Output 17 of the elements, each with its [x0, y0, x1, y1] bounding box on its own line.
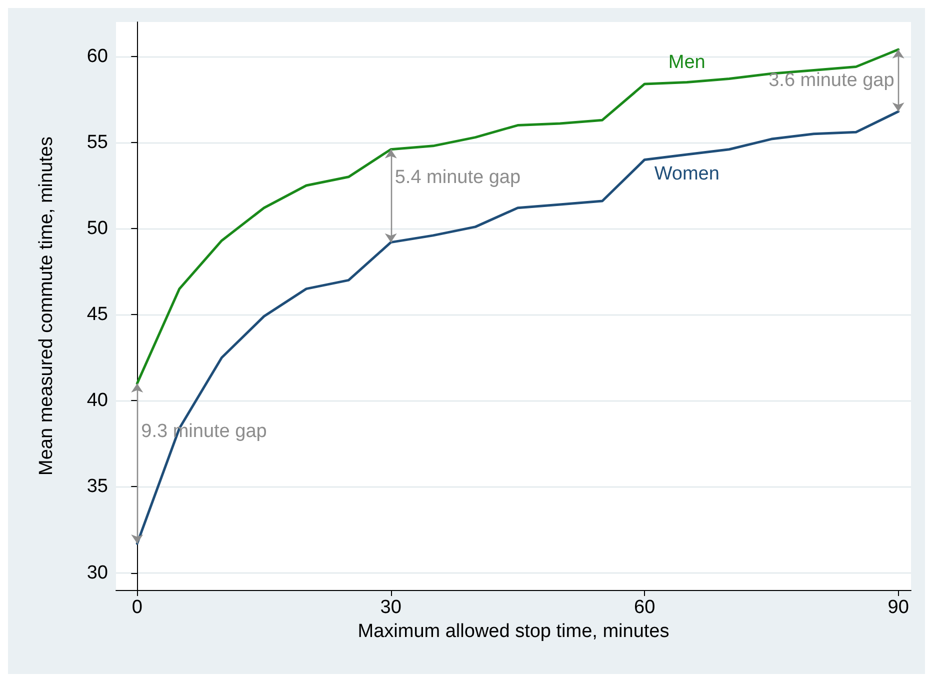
y-tick-label: 50 — [86, 218, 108, 240]
x-tick-label: 30 — [380, 597, 402, 618]
x-axis-title: Maximum allowed stop time, minutes — [358, 621, 670, 642]
annotation: 5.4 minute gap — [394, 166, 521, 188]
y-tick-label: 40 — [86, 390, 108, 412]
y-tick-label: 60 — [86, 46, 108, 67]
y-axis-title: Mean measured commute time, minutes — [36, 136, 57, 476]
y-tick-label: 30 — [86, 562, 108, 584]
series-label: Men — [668, 52, 706, 74]
x-tick-label: 60 — [634, 597, 656, 618]
x-tick-label: 0 — [132, 597, 142, 618]
y-tick-label: 45 — [86, 304, 108, 326]
annotation: 3.6 minute gap — [768, 70, 894, 92]
y-tick-label: 55 — [86, 132, 108, 153]
series-label: Women — [654, 164, 720, 185]
x-tick-label: 90 — [888, 597, 909, 618]
y-tick-label: 35 — [86, 476, 108, 498]
